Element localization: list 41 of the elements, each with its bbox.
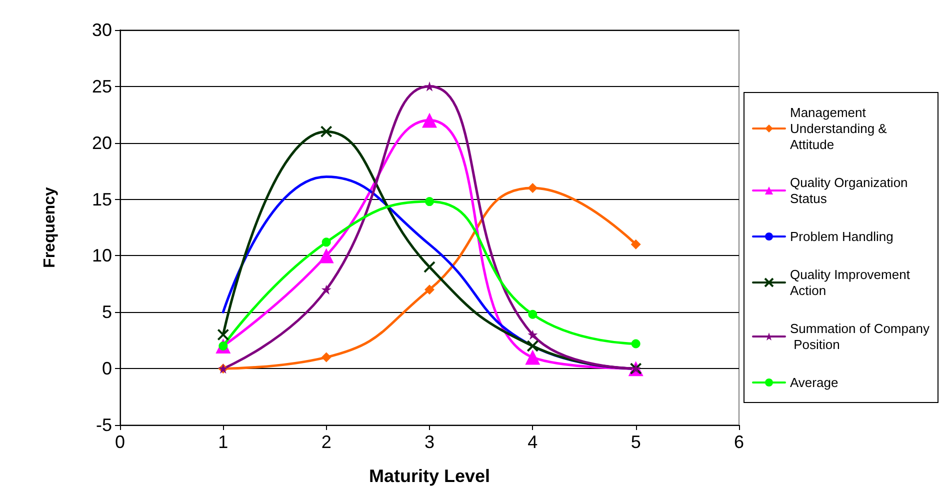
y-tick-label: 5 (102, 302, 112, 322)
point (630, 239, 641, 250)
point (528, 330, 538, 340)
point (631, 339, 640, 348)
point (424, 81, 434, 92)
legend-label: Quality Improvement Action (790, 267, 914, 298)
legend-label: Problem Handling (790, 229, 894, 244)
x-tick-label: 6 (734, 432, 744, 452)
legend-label: Average (790, 375, 838, 390)
point (321, 352, 332, 362)
y-tick-label: 25 (92, 76, 112, 96)
legend-label: Summation of Company Position (790, 321, 930, 352)
legend-label: Quality Organization Status (790, 175, 912, 206)
x-axis-title: Maturity Level (368, 466, 490, 486)
x-tick-label: 5 (630, 432, 641, 452)
point (322, 238, 331, 247)
x-tick-label: 4 (528, 432, 538, 452)
y-tick-label: 10 (92, 246, 112, 266)
y-tick-label: 20 (92, 132, 112, 153)
point (318, 248, 334, 264)
y-tick-label: 15 (92, 189, 112, 210)
x-tick-label: 0 (114, 432, 126, 452)
y-tick-label: 0 (102, 358, 112, 379)
point (424, 284, 434, 295)
legend-label: Management Understanding & Attitude (790, 105, 890, 152)
point (424, 261, 436, 273)
point (320, 126, 332, 138)
x-tick-label: 3 (424, 432, 435, 452)
y-tick-label: -5 (96, 415, 112, 435)
point (526, 340, 539, 352)
point (425, 197, 434, 206)
point (321, 284, 332, 295)
x-tick-label: 2 (321, 432, 332, 452)
point (525, 350, 540, 365)
x-tick-label: 1 (218, 432, 228, 452)
point (528, 183, 538, 193)
point (217, 328, 230, 341)
point (528, 310, 538, 319)
y-axis-title: Frequency (42, 186, 58, 268)
point (422, 112, 437, 128)
y-tick-label: 30 (92, 20, 112, 40)
